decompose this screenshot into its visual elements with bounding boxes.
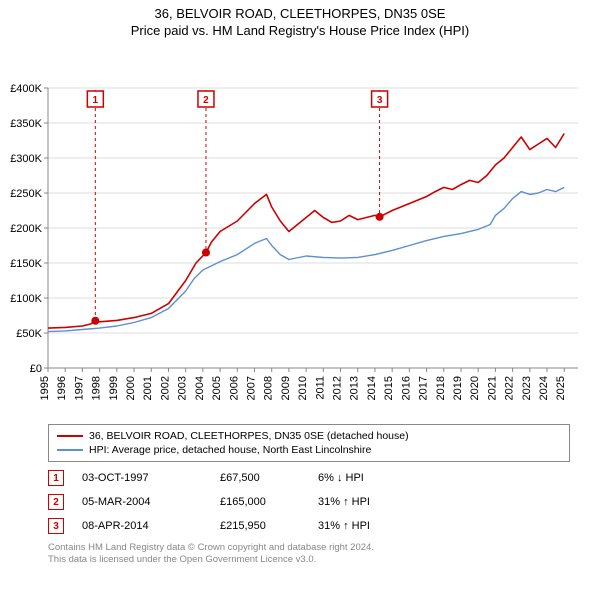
sale-marker-icon: 1 [48, 470, 64, 486]
svg-text:2015: 2015 [383, 376, 395, 400]
sale-date: 08-APR-2014 [82, 520, 202, 532]
sale-date: 05-MAR-2004 [82, 496, 202, 508]
title-block: 36, BELVOIR ROAD, CLEETHORPES, DN35 0SE … [0, 0, 600, 40]
legend-swatch-hpi [57, 449, 83, 451]
footer-line1: Contains HM Land Registry data © Crown c… [48, 542, 570, 554]
svg-text:2001: 2001 [142, 376, 154, 400]
svg-text:2025: 2025 [555, 376, 567, 400]
legend-label: HPI: Average price, detached house, Nort… [89, 444, 371, 456]
sale-delta: 31% ↑ HPI [318, 520, 418, 532]
sales-table: 1 03-OCT-1997 £67,500 6% ↓ HPI 2 05-MAR-… [48, 466, 570, 538]
svg-text:1997: 1997 [73, 376, 85, 400]
sale-marker-icon: 2 [48, 494, 64, 510]
svg-text:£250K: £250K [10, 188, 42, 200]
svg-text:1: 1 [93, 95, 99, 106]
svg-text:2012: 2012 [332, 376, 344, 400]
svg-text:2020: 2020 [469, 376, 481, 400]
sale-marker-icon: 3 [48, 518, 64, 534]
sale-price: £165,000 [220, 496, 300, 508]
sale-delta: 6% ↓ HPI [318, 472, 418, 484]
title-subtitle: Price paid vs. HM Land Registry's House … [0, 23, 600, 38]
svg-text:£100K: £100K [10, 293, 42, 305]
svg-text:2021: 2021 [486, 376, 498, 400]
sale-row: 2 05-MAR-2004 £165,000 31% ↑ HPI [48, 490, 570, 514]
svg-text:£200K: £200K [10, 223, 42, 235]
svg-text:2004: 2004 [194, 376, 206, 400]
svg-text:3: 3 [377, 95, 383, 106]
svg-text:2014: 2014 [366, 376, 378, 400]
svg-text:2009: 2009 [280, 376, 292, 400]
svg-text:2022: 2022 [504, 376, 516, 400]
legend-swatch-property [57, 435, 83, 437]
chart-container: { "title": { "line1": "36, BELVOIR ROAD,… [0, 0, 600, 567]
svg-text:1999: 1999 [108, 376, 120, 400]
svg-text:1995: 1995 [39, 376, 51, 400]
sale-date: 03-OCT-1997 [82, 472, 202, 484]
title-address: 36, BELVOIR ROAD, CLEETHORPES, DN35 0SE [0, 6, 600, 21]
sale-row: 1 03-OCT-1997 £67,500 6% ↓ HPI [48, 466, 570, 490]
svg-text:£400K: £400K [10, 83, 42, 95]
sale-delta: 31% ↑ HPI [318, 496, 418, 508]
svg-text:£0: £0 [30, 363, 42, 375]
svg-text:£300K: £300K [10, 153, 42, 165]
svg-text:2023: 2023 [521, 376, 533, 400]
svg-text:2024: 2024 [538, 376, 550, 400]
legend-row: HPI: Average price, detached house, Nort… [57, 443, 561, 457]
svg-text:2013: 2013 [349, 376, 361, 400]
svg-text:2007: 2007 [245, 376, 257, 400]
svg-text:£350K: £350K [10, 118, 42, 130]
svg-text:2011: 2011 [314, 376, 326, 400]
chart: £0 £50K £100K £150K £200K £250K £300K £350K £400… [0, 40, 600, 418]
svg-text:2002: 2002 [159, 376, 171, 400]
svg-text:2019: 2019 [452, 376, 464, 400]
legend: 36, BELVOIR ROAD, CLEETHORPES, DN35 0SE … [48, 424, 570, 462]
svg-text:2008: 2008 [263, 376, 275, 400]
svg-text:£150K: £150K [10, 258, 42, 270]
svg-text:1998: 1998 [91, 376, 103, 400]
svg-text:2003: 2003 [177, 376, 189, 400]
legend-label: 36, BELVOIR ROAD, CLEETHORPES, DN35 0SE … [89, 430, 409, 442]
svg-text:2000: 2000 [125, 376, 137, 400]
sale-row: 3 08-APR-2014 £215,950 31% ↑ HPI [48, 514, 570, 538]
svg-text:1996: 1996 [56, 376, 68, 400]
svg-text:£50K: £50K [16, 328, 42, 340]
svg-text:2017: 2017 [418, 376, 430, 400]
svg-text:2018: 2018 [435, 376, 447, 400]
sale-price: £215,950 [220, 520, 300, 532]
svg-text:2006: 2006 [228, 376, 240, 400]
footer: Contains HM Land Registry data © Crown c… [48, 542, 570, 567]
svg-text:2010: 2010 [297, 376, 309, 400]
footer-line2: This data is licensed under the Open Gov… [48, 554, 570, 566]
svg-text:2016: 2016 [400, 376, 412, 400]
sale-price: £67,500 [220, 472, 300, 484]
svg-text:2: 2 [203, 95, 209, 106]
legend-row: 36, BELVOIR ROAD, CLEETHORPES, DN35 0SE … [57, 429, 561, 443]
svg-text:2005: 2005 [211, 376, 223, 400]
chart-svg: £0 £50K £100K £150K £200K £250K £300K £350K £400… [0, 40, 600, 418]
